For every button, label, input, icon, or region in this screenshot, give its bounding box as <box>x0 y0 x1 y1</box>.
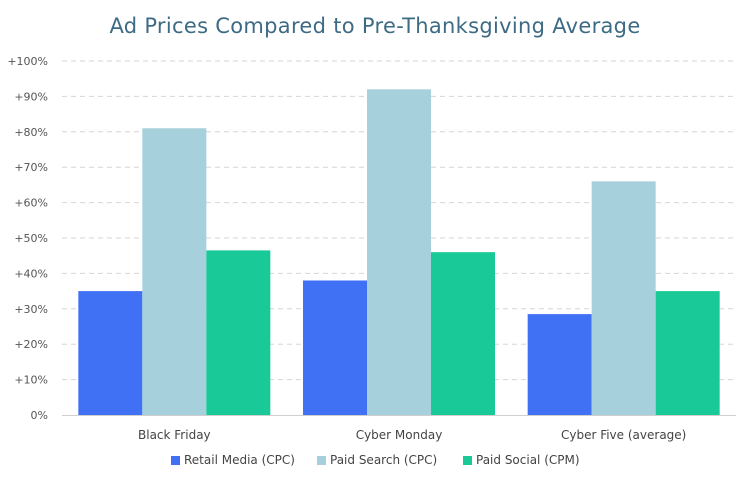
bar <box>206 250 271 415</box>
y-tick-label: +30% <box>14 303 48 316</box>
y-tick-label: 0% <box>31 409 48 422</box>
legend-label: Paid Search (CPC) <box>330 453 437 467</box>
bar <box>142 128 207 415</box>
y-tick-label: +90% <box>14 90 48 103</box>
y-tick-label: +100% <box>7 55 48 68</box>
x-axis-categories: Black Friday Cyber Monday Cyber Five (aver… <box>138 428 686 442</box>
bar <box>527 314 592 415</box>
legend-label: Paid Social (CPM) <box>476 453 580 467</box>
bar <box>303 280 367 415</box>
legend-item: Retail Media (CPC) <box>171 453 295 467</box>
bar <box>431 252 495 415</box>
bar <box>367 89 431 415</box>
x-category-label: Black Friday <box>138 428 211 442</box>
legend-swatch <box>463 456 472 465</box>
bar <box>78 291 143 415</box>
y-tick-label: +40% <box>14 267 48 280</box>
y-tick-label: +10% <box>14 374 48 387</box>
y-tick-label: +80% <box>14 126 48 139</box>
y-tick-label: +50% <box>14 232 48 245</box>
y-tick-label: +60% <box>14 197 48 210</box>
legend-item: Paid Social (CPM) <box>463 453 580 467</box>
y-tick-label: +70% <box>14 161 48 174</box>
bar <box>655 291 720 415</box>
y-tick-label: +20% <box>14 338 48 351</box>
bar <box>591 181 656 415</box>
legend-item: Paid Search (CPC) <box>317 453 437 467</box>
legend: Retail Media (CPC) Paid Search (CPC) Paid … <box>171 453 580 467</box>
chart-title: Ad Prices Compared to Pre-Thanksgiving A… <box>109 14 641 38</box>
x-category-label: Cyber Monday <box>356 428 443 442</box>
bars <box>78 89 720 415</box>
legend-label: Retail Media (CPC) <box>184 453 295 467</box>
x-category-label: Cyber Five (average) <box>561 428 686 442</box>
y-axis-ticks: 0% +10% +20% +30% +40% +50% +60% +70% +80% +90% +1… <box>7 55 48 422</box>
legend-swatch <box>171 456 180 465</box>
legend-swatch <box>317 456 326 465</box>
